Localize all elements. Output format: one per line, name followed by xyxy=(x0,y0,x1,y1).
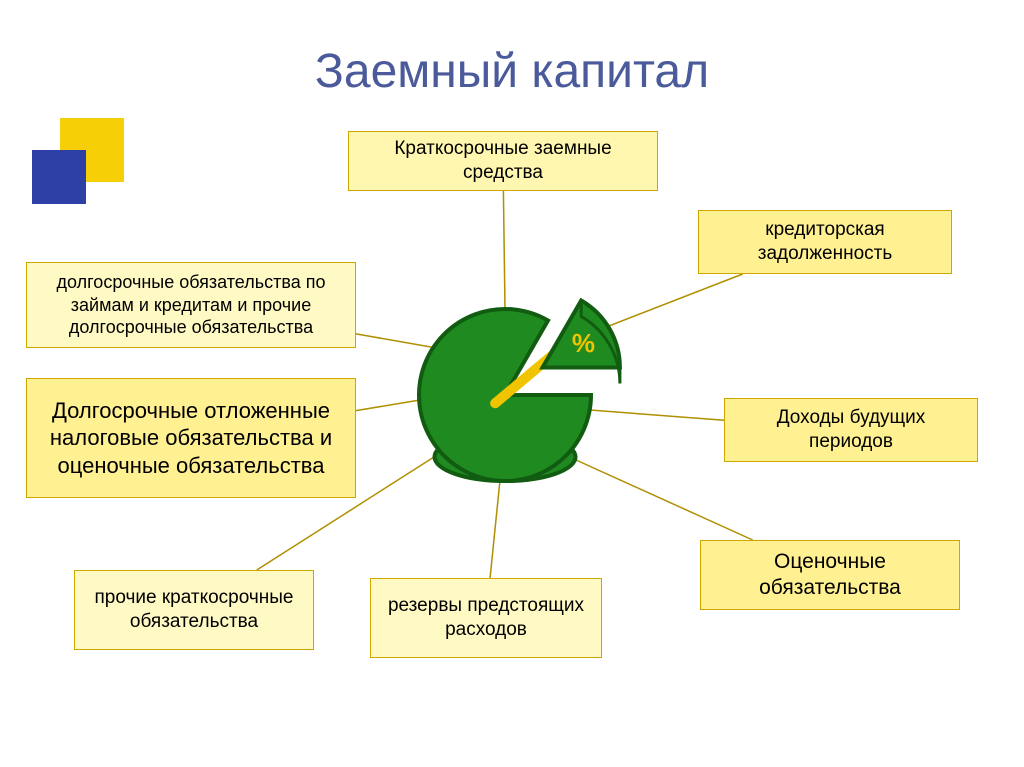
category-box-reserves: резервы предстоящих расходов xyxy=(370,578,602,658)
category-box-deferred-tax: Долгосрочные отложенные налоговые обязат… xyxy=(26,378,356,498)
pie-chart-icon: % xyxy=(329,219,681,571)
page-title: Заемный капитал xyxy=(0,44,1024,99)
decor-square-blue xyxy=(32,150,86,204)
category-box-long-term-loans: долгосрочные обязательства по займам и к… xyxy=(26,262,356,348)
category-box-estimated-liabilities: Оценочные обязательства xyxy=(700,540,960,610)
svg-text:%: % xyxy=(572,328,595,358)
category-box-deferred-income: Доходы будущих периодов xyxy=(724,398,978,462)
category-box-other-short-term: прочие краткосрочные обязательства xyxy=(74,570,314,650)
category-box-accounts-payable: кредиторская задолженность xyxy=(698,210,952,274)
category-box-short-term-borrowed: Краткосрочные заемные средства xyxy=(348,131,658,191)
